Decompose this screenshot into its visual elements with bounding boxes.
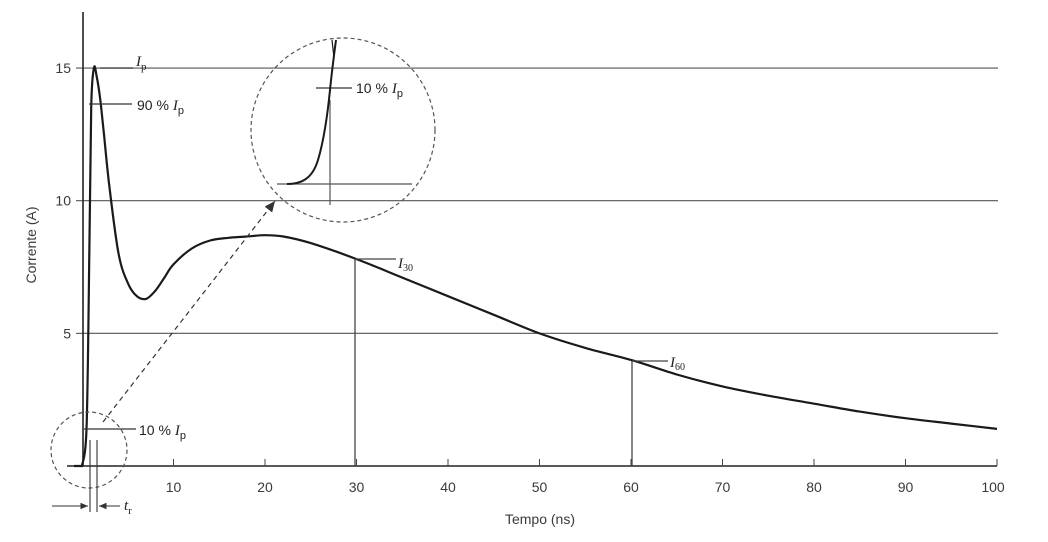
zoom-curve [286, 39, 337, 185]
y-axis-label: Corrente (A) [23, 206, 39, 283]
x-tick-label: 80 [806, 479, 822, 495]
zoom-source-circle [50, 411, 128, 489]
y-tick-label: 15 [55, 60, 71, 76]
x-tick-label: 70 [715, 479, 731, 495]
ip-label: Ip [135, 54, 147, 73]
i60-label: I60 [669, 355, 685, 373]
zoom-inset: 10 % Ip [250, 37, 436, 223]
zoom-p10-label: 10 % Ip [356, 80, 403, 100]
current-waveform-line [74, 65, 998, 468]
tr-label: tr [124, 498, 132, 517]
axis-ticks: 10 20 30 40 50 60 70 80 90 100 5 10 15 [55, 60, 1004, 495]
y-tick-label: 10 [55, 193, 71, 209]
gridlines [82, 67, 998, 334]
x-axis-label: Tempo (ns) [505, 511, 575, 527]
p10-label: 10 % Ip [139, 422, 186, 442]
y-tick-label: 5 [63, 325, 71, 341]
x-tick-label: 40 [440, 479, 456, 495]
x-tick-label: 100 [981, 479, 1005, 495]
i30-label: I30 [397, 256, 413, 274]
x-tick-label: 60 [623, 479, 639, 495]
x-tick-label: 50 [532, 479, 548, 495]
x-tick-label: 20 [257, 479, 273, 495]
x-tick-label: 90 [898, 479, 914, 495]
x-tick-label: 30 [349, 479, 365, 495]
zoom-arrow [102, 200, 276, 423]
tr-marker: tr [52, 440, 132, 517]
p90-label: 90 % Ip [137, 97, 184, 117]
x-tick-label: 10 [166, 479, 182, 495]
